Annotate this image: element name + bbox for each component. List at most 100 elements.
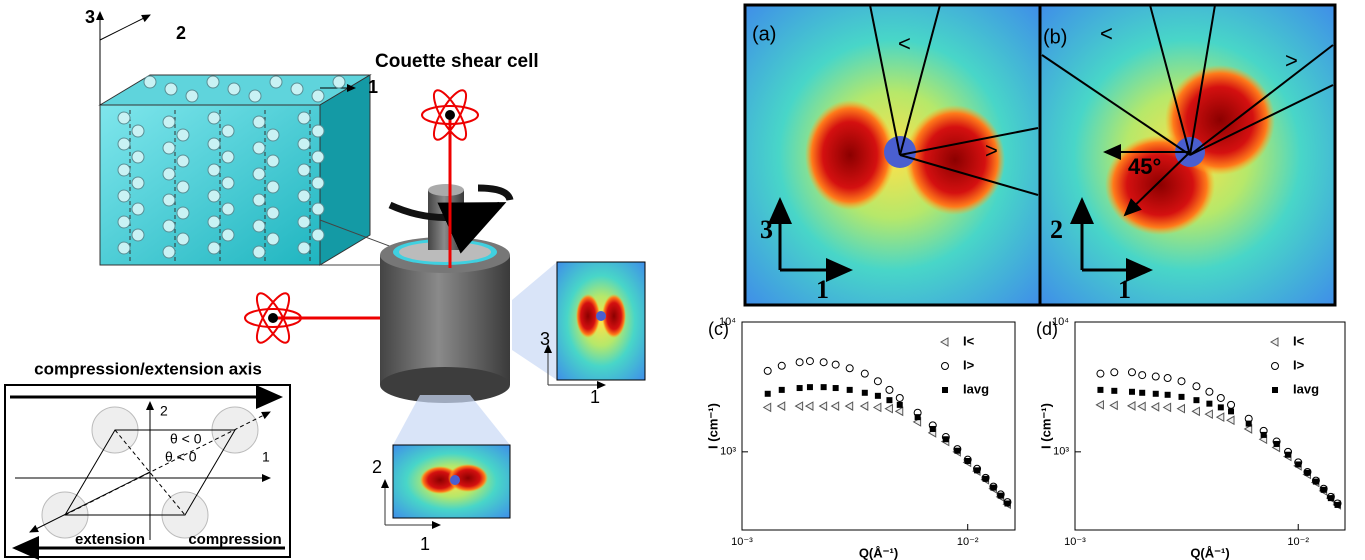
point <box>1150 402 1160 412</box>
point <box>964 457 971 464</box>
axis-label: 2 <box>372 457 382 477</box>
point <box>844 401 854 411</box>
particle <box>143 75 157 89</box>
axis-label: 2 <box>176 23 186 43</box>
x-axis-label: Q(Å⁻¹) <box>859 545 898 560</box>
point <box>1217 404 1224 411</box>
point <box>1097 386 1104 393</box>
particle <box>176 206 190 220</box>
point <box>794 401 804 411</box>
particle <box>252 115 266 129</box>
point <box>1164 391 1171 398</box>
point <box>830 401 840 411</box>
point <box>1176 403 1186 414</box>
particle <box>252 219 266 233</box>
axis-label: 1 <box>590 387 600 407</box>
legend-marker <box>1271 362 1279 370</box>
particle <box>297 215 311 229</box>
particle <box>221 176 235 190</box>
axis-label: 2 <box>160 403 168 419</box>
point <box>1334 501 1341 508</box>
y-tick-label: 10³ <box>720 446 736 458</box>
point <box>860 369 869 378</box>
detector-image <box>381 261 646 529</box>
particle <box>252 193 266 207</box>
axis-label: 2 <box>1050 215 1063 244</box>
point <box>1192 382 1201 391</box>
point <box>1163 374 1172 383</box>
legend-label: Iavg <box>1293 381 1319 396</box>
point <box>1095 400 1104 410</box>
point <box>763 366 772 375</box>
axis-label: 1 <box>420 534 430 554</box>
point <box>895 393 904 402</box>
particle <box>311 176 325 190</box>
scattering-pattern <box>743 3 1337 307</box>
particle <box>266 154 280 168</box>
plot-frame <box>741 321 1016 531</box>
point <box>942 436 949 443</box>
legend-label: I> <box>963 357 975 372</box>
point <box>778 386 785 393</box>
sector-label: > <box>1285 48 1298 73</box>
particle <box>117 163 131 177</box>
particle <box>117 111 131 125</box>
particle <box>266 232 280 246</box>
particle <box>117 137 131 151</box>
axis-label: 1 <box>262 449 270 465</box>
particle <box>162 141 176 155</box>
particle <box>297 241 311 255</box>
point <box>914 414 921 421</box>
panel-label: (a) <box>752 23 776 45</box>
particle <box>266 206 280 220</box>
cube: 3 2 1 <box>85 7 441 266</box>
inset-title: compression/extension axis <box>34 359 262 378</box>
point <box>1110 368 1119 377</box>
particle <box>227 82 241 96</box>
point <box>1151 372 1160 381</box>
particle <box>176 180 190 194</box>
axis-label: 1 <box>1118 275 1131 304</box>
point <box>954 447 961 454</box>
point <box>1215 412 1225 423</box>
particle <box>131 150 145 164</box>
particle <box>117 189 131 203</box>
point <box>1320 486 1327 493</box>
point <box>997 492 1004 499</box>
axis-label: 3 <box>540 329 550 349</box>
particle <box>117 215 131 229</box>
point <box>845 364 854 373</box>
particle <box>176 232 190 246</box>
x-tick-label: 10⁻² <box>1287 536 1309 548</box>
point <box>894 406 904 417</box>
y-tick-label: 10⁴ <box>1052 316 1069 328</box>
panel-label: (b) <box>1043 26 1067 48</box>
particle <box>117 241 131 255</box>
particle <box>131 228 145 242</box>
particle <box>207 189 221 203</box>
particle <box>311 150 325 164</box>
legend-label: I> <box>1293 357 1305 372</box>
point <box>1109 400 1118 411</box>
particle <box>252 141 266 155</box>
particle <box>131 124 145 138</box>
point <box>885 385 894 394</box>
point <box>896 401 903 408</box>
x-tick-label: 10⁻³ <box>1064 536 1086 548</box>
particle <box>162 167 176 181</box>
particle <box>162 115 176 129</box>
panel-label: (c) <box>708 319 729 339</box>
particle <box>311 228 325 242</box>
particle <box>332 75 346 89</box>
point <box>872 402 882 413</box>
point <box>1193 397 1200 404</box>
point <box>1162 402 1172 413</box>
point <box>886 397 893 404</box>
axis-label: 3 <box>760 215 773 244</box>
particle <box>297 137 311 151</box>
particle <box>221 202 235 216</box>
point <box>1191 406 1200 417</box>
particle <box>297 111 311 125</box>
particle <box>297 189 311 203</box>
